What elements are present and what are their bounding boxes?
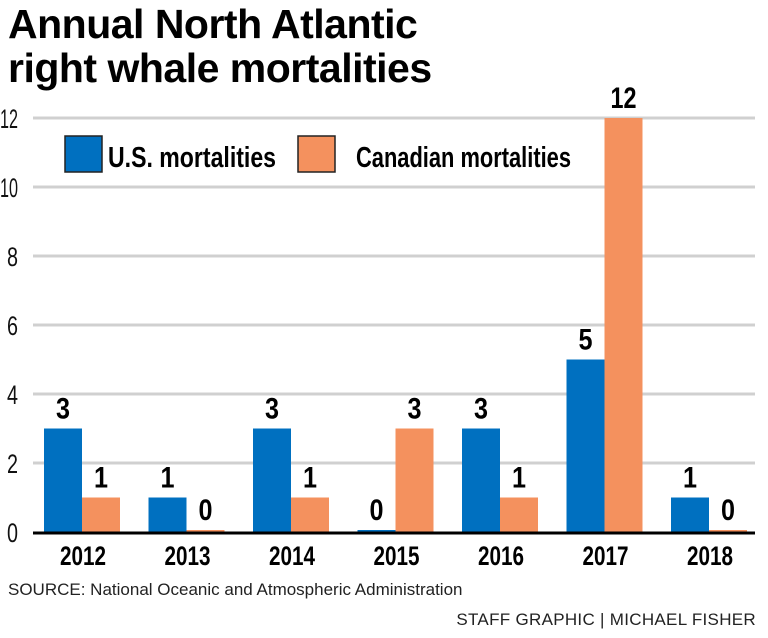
y-tick-label: 2 [7, 449, 18, 479]
bar-us-2014 [253, 428, 291, 532]
y-axis-ticks: 0 2 4 6 8 10 12 [0, 104, 18, 548]
x-axis-ticks: 2012 2013 2014 2015 2016 2017 2018 [60, 541, 733, 571]
x-tick-label: 2014 [269, 541, 315, 571]
data-label-us-2015: 0 [370, 494, 384, 527]
legend-swatch-us [64, 135, 103, 173]
data-label-us-2018: 1 [683, 462, 697, 495]
data-label-canadian-2013: 0 [199, 494, 213, 527]
bar-canadian-2015 [395, 428, 434, 532]
x-tick-label: 2018 [687, 541, 733, 571]
bar-us-2015 [357, 530, 396, 532]
legend-swatch-canadian [297, 135, 336, 173]
legend: U.S. mortalities Canadian mortalities [64, 135, 571, 174]
data-label-canadian-2014: 1 [303, 462, 317, 495]
y-tick-label: 8 [7, 242, 18, 272]
bar-canadian-2014 [291, 497, 329, 532]
source-note: SOURCE: National Oceanic and Atmospheric… [8, 580, 463, 599]
y-tick-label: 10 [0, 173, 18, 203]
data-label-us-2013: 1 [161, 462, 175, 495]
data-label-us-2016: 3 [474, 393, 488, 426]
bar-us-2016 [462, 428, 500, 532]
x-tick-label: 2017 [583, 541, 629, 571]
data-label-canadian-2017: 12 [611, 82, 637, 115]
bar-canadian-2017 [604, 118, 643, 532]
bar-us-2018 [671, 497, 709, 532]
credit-line: STAFF GRAPHIC | MICHAEL FISHER [456, 610, 756, 629]
bar-canadian-2018 [709, 530, 747, 532]
y-tick-label: 6 [7, 311, 18, 341]
title-line-1: Annual North Atlantic [8, 1, 418, 47]
title-line-2: right whale mortalities [8, 45, 432, 91]
chart-title: Annual North Atlantic right whale mortal… [8, 2, 432, 90]
bar-canadian-2016 [500, 497, 538, 532]
data-label-canadian-2018: 0 [721, 494, 735, 527]
bar-us-2012 [44, 428, 82, 532]
data-label-canadian-2016: 1 [512, 462, 526, 495]
y-tick-label: 12 [0, 104, 18, 134]
data-label-canadian-2015: 3 [408, 393, 422, 426]
bar-canadian-2012 [82, 497, 120, 532]
data-label-us-2012: 3 [56, 393, 70, 426]
x-tick-label: 2016 [478, 541, 524, 571]
bar-us-2013 [148, 497, 187, 532]
data-label-us-2014: 3 [265, 393, 279, 426]
bars [44, 118, 747, 532]
x-tick-label: 2015 [374, 541, 420, 571]
y-tick-label: 0 [7, 518, 18, 548]
data-label-canadian-2012: 1 [94, 462, 108, 495]
x-tick-label: 2013 [165, 541, 211, 571]
y-tick-label: 4 [7, 380, 18, 410]
legend-label-canadian: Canadian mortalities [356, 142, 571, 174]
data-label-us-2017: 5 [579, 324, 593, 357]
legend-label-us: U.S. mortalities [108, 142, 276, 174]
bar-canadian-2013 [186, 530, 225, 532]
x-tick-label: 2012 [60, 541, 106, 571]
bar-us-2017 [566, 359, 605, 532]
